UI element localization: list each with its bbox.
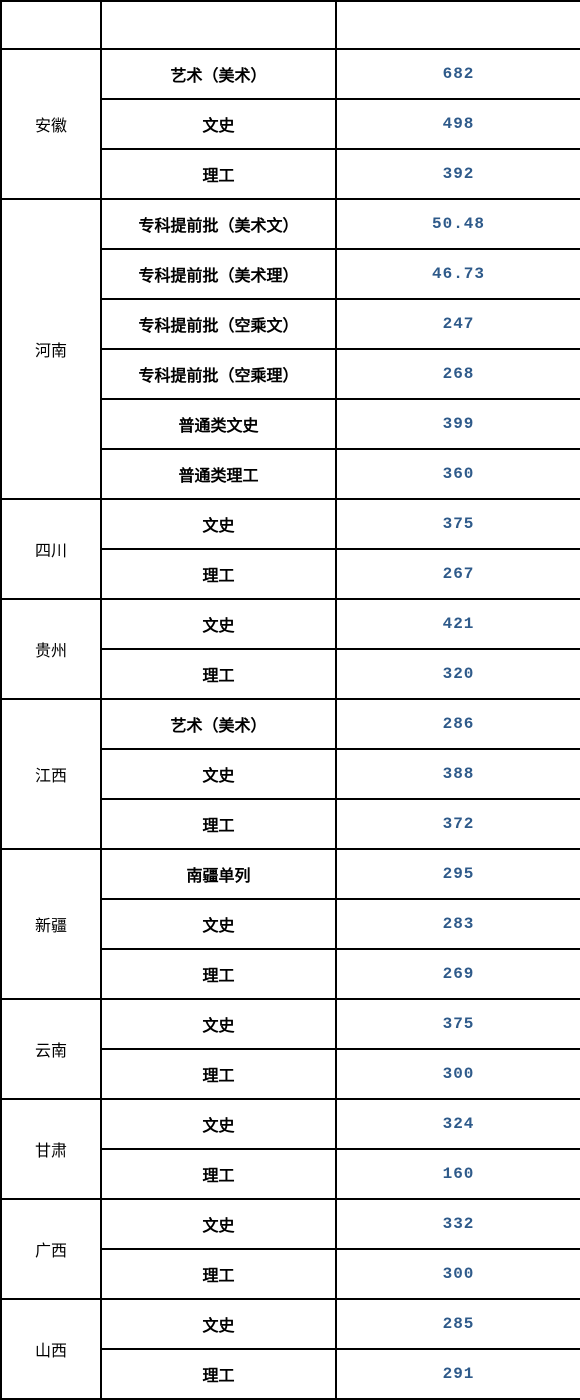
- table-row: 江西艺术（美术）286: [1, 699, 580, 749]
- table-row: 贵州文史421: [1, 599, 580, 649]
- category-cell: 专科提前批（美术理）: [101, 249, 336, 299]
- score-cell: 291: [336, 1349, 580, 1399]
- category-cell: 文史: [101, 749, 336, 799]
- category-cell: 理工: [101, 799, 336, 849]
- score-cell: 421: [336, 599, 580, 649]
- score-cell: 283: [336, 899, 580, 949]
- score-cell: 682: [336, 49, 580, 99]
- score-cell: 50.48: [336, 199, 580, 249]
- score-cell: 498: [336, 99, 580, 149]
- header-score: [336, 1, 580, 49]
- header-province: [1, 1, 101, 49]
- score-cell: 372: [336, 799, 580, 849]
- category-cell: 理工: [101, 1349, 336, 1399]
- table-row: 广西文史332: [1, 1199, 580, 1249]
- score-cell: 399: [336, 399, 580, 449]
- table-row: 河南专科提前批（美术文）50.48: [1, 199, 580, 249]
- province-cell: 山西: [1, 1299, 101, 1399]
- category-cell: 专科提前批（空乘理）: [101, 349, 336, 399]
- score-cell: 375: [336, 499, 580, 549]
- score-cell: 269: [336, 949, 580, 999]
- score-cell: 46.73: [336, 249, 580, 299]
- score-cell: 268: [336, 349, 580, 399]
- province-cell: 甘肃: [1, 1099, 101, 1199]
- category-cell: 专科提前批（空乘文）: [101, 299, 336, 349]
- table-body: 安徽艺术（美术）682文史498理工392河南专科提前批（美术文）50.48专科…: [1, 49, 580, 1399]
- province-cell: 新疆: [1, 849, 101, 999]
- table-row: 山西文史285: [1, 1299, 580, 1349]
- category-cell: 艺术（美术）: [101, 49, 336, 99]
- score-cell: 392: [336, 149, 580, 199]
- table-row: 新疆南疆单列295: [1, 849, 580, 899]
- table-row: 甘肃文史324: [1, 1099, 580, 1149]
- table-row: 四川文史375: [1, 499, 580, 549]
- category-cell: 文史: [101, 499, 336, 549]
- score-cell: 332: [336, 1199, 580, 1249]
- score-cell: 295: [336, 849, 580, 899]
- score-cell: 324: [336, 1099, 580, 1149]
- category-cell: 文史: [101, 999, 336, 1049]
- province-cell: 安徽: [1, 49, 101, 199]
- province-cell: 江西: [1, 699, 101, 849]
- category-cell: 理工: [101, 1149, 336, 1199]
- category-cell: 文史: [101, 1199, 336, 1249]
- score-cell: 360: [336, 449, 580, 499]
- score-cell: 160: [336, 1149, 580, 1199]
- province-cell: 四川: [1, 499, 101, 599]
- score-cell: 285: [336, 1299, 580, 1349]
- score-cell: 286: [336, 699, 580, 749]
- province-cell: 河南: [1, 199, 101, 499]
- category-cell: 理工: [101, 1049, 336, 1099]
- category-cell: 艺术（美术）: [101, 699, 336, 749]
- province-cell: 广西: [1, 1199, 101, 1299]
- category-cell: 南疆单列: [101, 849, 336, 899]
- category-cell: 理工: [101, 149, 336, 199]
- score-cell: 267: [336, 549, 580, 599]
- admission-scores-table: 安徽艺术（美术）682文史498理工392河南专科提前批（美术文）50.48专科…: [0, 0, 580, 1400]
- category-cell: 文史: [101, 1099, 336, 1149]
- province-cell: 贵州: [1, 599, 101, 699]
- score-cell: 375: [336, 999, 580, 1049]
- category-cell: 理工: [101, 649, 336, 699]
- score-cell: 247: [336, 299, 580, 349]
- category-cell: 文史: [101, 899, 336, 949]
- province-cell: 云南: [1, 999, 101, 1099]
- score-cell: 388: [336, 749, 580, 799]
- score-cell: 320: [336, 649, 580, 699]
- category-cell: 理工: [101, 549, 336, 599]
- header-row: [1, 1, 580, 49]
- category-cell: 文史: [101, 599, 336, 649]
- category-cell: 普通类理工: [101, 449, 336, 499]
- table-row: 云南文史375: [1, 999, 580, 1049]
- category-cell: 普通类文史: [101, 399, 336, 449]
- header-category: [101, 1, 336, 49]
- category-cell: 专科提前批（美术文）: [101, 199, 336, 249]
- category-cell: 理工: [101, 1249, 336, 1299]
- category-cell: 文史: [101, 99, 336, 149]
- table-row: 安徽艺术（美术）682: [1, 49, 580, 99]
- category-cell: 理工: [101, 949, 336, 999]
- score-cell: 300: [336, 1049, 580, 1099]
- score-cell: 300: [336, 1249, 580, 1299]
- category-cell: 文史: [101, 1299, 336, 1349]
